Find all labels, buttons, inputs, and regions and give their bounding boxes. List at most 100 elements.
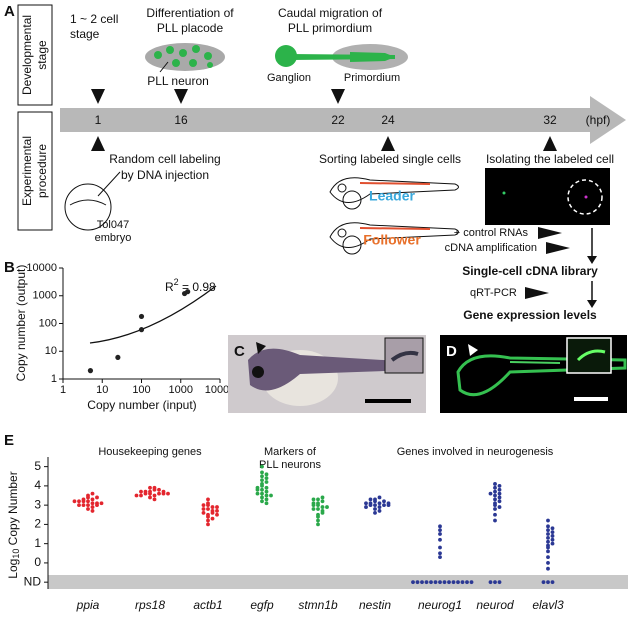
- x-tick-label: 10: [96, 384, 108, 396]
- data-point: [311, 501, 316, 506]
- stage-text: Caudal migration of: [278, 6, 383, 20]
- data-point: [206, 522, 210, 527]
- data-point: [447, 580, 451, 585]
- data-point: [260, 470, 264, 475]
- data-point: [546, 549, 550, 554]
- timeline-tick: 24: [381, 113, 395, 127]
- y-tick-label: 3: [34, 497, 41, 511]
- data-point: [86, 507, 90, 511]
- stage-text: Differentiation of: [146, 6, 234, 20]
- photo-c: [228, 335, 426, 413]
- data-point: [86, 499, 90, 504]
- data-point: [316, 514, 320, 519]
- data-point: [316, 522, 320, 527]
- y-axis-label: Copy number (output): [14, 265, 28, 382]
- x-tick-label: neurod: [476, 598, 514, 612]
- data-point: [311, 497, 316, 502]
- y-tick-label: 10: [45, 345, 57, 357]
- data-point: [90, 501, 95, 506]
- data-point: [320, 510, 325, 515]
- data-point: [210, 505, 215, 509]
- data-point: [546, 566, 550, 571]
- data-point: [415, 580, 420, 585]
- data-point: [377, 501, 382, 506]
- data-point: [460, 580, 465, 585]
- data-point: [546, 528, 550, 533]
- placode-sketch: [145, 43, 225, 73]
- data-point: [550, 541, 555, 546]
- procedure-text: Sorting labeled single cells: [319, 152, 461, 166]
- data-point: [320, 495, 325, 500]
- procedure-text: Isolating the labeled cell: [486, 152, 614, 166]
- data-point: [497, 483, 502, 488]
- row-label: Developmental: [20, 15, 34, 95]
- data-point: [546, 580, 550, 585]
- group-label: Housekeeping genes: [98, 446, 202, 458]
- data-point: [493, 512, 497, 517]
- group-label: PLL neurons: [259, 459, 321, 471]
- data-point: [438, 537, 442, 542]
- data-point: [95, 495, 99, 500]
- data-point: [157, 491, 161, 496]
- data-point: [438, 551, 442, 556]
- workflow-step: qRT-PCR: [470, 287, 517, 299]
- data-point: [269, 493, 273, 498]
- data-point: [493, 489, 497, 494]
- data-point: [152, 485, 157, 490]
- data-point: [377, 505, 382, 509]
- data-point: [316, 497, 320, 502]
- embryo-label: Tol047: [97, 219, 129, 231]
- data-point: [86, 503, 90, 508]
- data-point: [201, 503, 206, 508]
- data-point: [550, 537, 555, 542]
- nd-band: [48, 575, 628, 589]
- label-part: 10: [11, 549, 21, 559]
- stage-text: PLL placode: [157, 21, 224, 35]
- data-point: [148, 489, 152, 494]
- x-tick-label: neurog1: [418, 598, 462, 612]
- data-point: [77, 499, 81, 504]
- data-point: [264, 489, 269, 494]
- embryo-label: embryo: [95, 232, 132, 244]
- data-point: [260, 491, 264, 496]
- x-tick-label: actb1: [193, 598, 222, 612]
- data-point: [260, 495, 264, 500]
- data-point: [152, 493, 157, 498]
- data-point: [255, 487, 260, 492]
- data-point: [210, 516, 215, 521]
- data-point: [311, 507, 316, 511]
- data-point: [260, 483, 264, 488]
- data-point: [550, 526, 555, 531]
- data-point: [260, 478, 264, 483]
- y-tick-label: 5: [34, 459, 41, 473]
- data-point: [456, 580, 460, 585]
- data-point: [497, 491, 502, 496]
- data-point: [546, 518, 550, 523]
- data-point: [260, 487, 264, 492]
- data-point: [166, 491, 170, 496]
- group-label: Genes involved in neurogenesis: [397, 446, 554, 458]
- data-point: [493, 503, 497, 508]
- x-tick-label: 100: [132, 384, 150, 396]
- data-point: [488, 491, 493, 496]
- workflow-input: + control RNAs: [454, 227, 529, 239]
- data-point: [373, 507, 377, 511]
- data-point: [550, 534, 555, 538]
- data-point: [465, 580, 469, 585]
- data-point: [429, 580, 433, 585]
- data-point: [215, 512, 219, 517]
- x-tick-label: 1000: [169, 384, 193, 396]
- data-point: [420, 580, 424, 585]
- data-point: [148, 485, 152, 490]
- data-point: [368, 497, 373, 502]
- data-point: [152, 497, 157, 502]
- data-point: [161, 489, 166, 494]
- data-point: [493, 485, 497, 490]
- y-tick-label: ND: [24, 574, 42, 588]
- data-point: [139, 493, 143, 498]
- data-point: [138, 327, 145, 333]
- timeline-tick: 22: [331, 113, 345, 127]
- data-point: [90, 509, 95, 513]
- data-point: [201, 507, 206, 511]
- data-point: [438, 524, 442, 529]
